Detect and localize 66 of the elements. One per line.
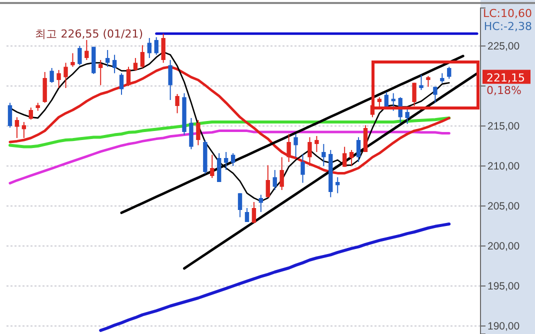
candlestick [168,60,172,100]
candlestick [217,152,222,182]
candlestick [133,58,138,72]
y-tick-label: 190,00 [488,320,520,332]
candlestick [105,50,110,68]
candlestick [98,60,103,86]
candlestick [175,94,180,114]
y-tick-label: 225,00 [488,40,520,52]
y-tick-label: 205,00 [488,200,520,212]
candlestick [308,136,312,166]
candlestick [224,152,228,170]
candlestick [412,82,416,106]
line-series [99,222,451,332]
candlestick [42,72,47,104]
candlestick [314,136,319,152]
candlestick [119,72,124,96]
candlestick [405,108,410,124]
y-tick-label: 200,00 [488,240,520,252]
candlestick [112,54,117,74]
candlestick [28,107,33,120]
candlestick [266,164,270,198]
candlestick [8,102,12,128]
candlestick [426,76,430,88]
candlestick [64,62,68,88]
candlestick [252,202,256,224]
candlestick [244,208,250,222]
candlestick [154,36,158,56]
candlestick [349,150,354,166]
candlestick [50,68,54,84]
line-series [8,66,450,174]
candlestick [258,194,264,212]
candlestick [363,124,368,152]
candlestick [196,120,200,146]
candlestick [440,72,444,84]
candlestick [56,70,61,88]
candlestick [294,134,298,158]
candlestick [161,33,166,64]
candlestick [230,152,236,166]
y-tick-label: 210,00 [488,160,520,172]
candlestick [342,146,347,168]
annotation: 최고 226,55 (01/21) [35,28,143,41]
candlestick [419,74,424,90]
candlestick [356,136,361,162]
candlestick [210,154,214,178]
candlestick [140,44,145,68]
text: 221,15 [486,71,525,84]
text: 0,18% [486,84,522,97]
candlestick [322,144,326,166]
candlestick [272,170,277,190]
candlestick [84,40,89,60]
candlestick [286,134,291,162]
candlestick [238,192,242,218]
candlestick [22,122,26,138]
candlestick [70,52,75,68]
text: HC:-2,38 [484,20,532,33]
candlestick [447,66,452,80]
candlestick [78,46,82,66]
line-series [8,116,451,148]
y-tick-label: 215,00 [488,120,520,132]
text: LC:10,60 [482,7,532,20]
candlestick [300,154,305,184]
y-tick-label: 195,00 [488,280,520,292]
candlestick [280,156,284,190]
candlestick [147,38,152,58]
candlestick [433,86,438,104]
candlestick [14,116,20,138]
